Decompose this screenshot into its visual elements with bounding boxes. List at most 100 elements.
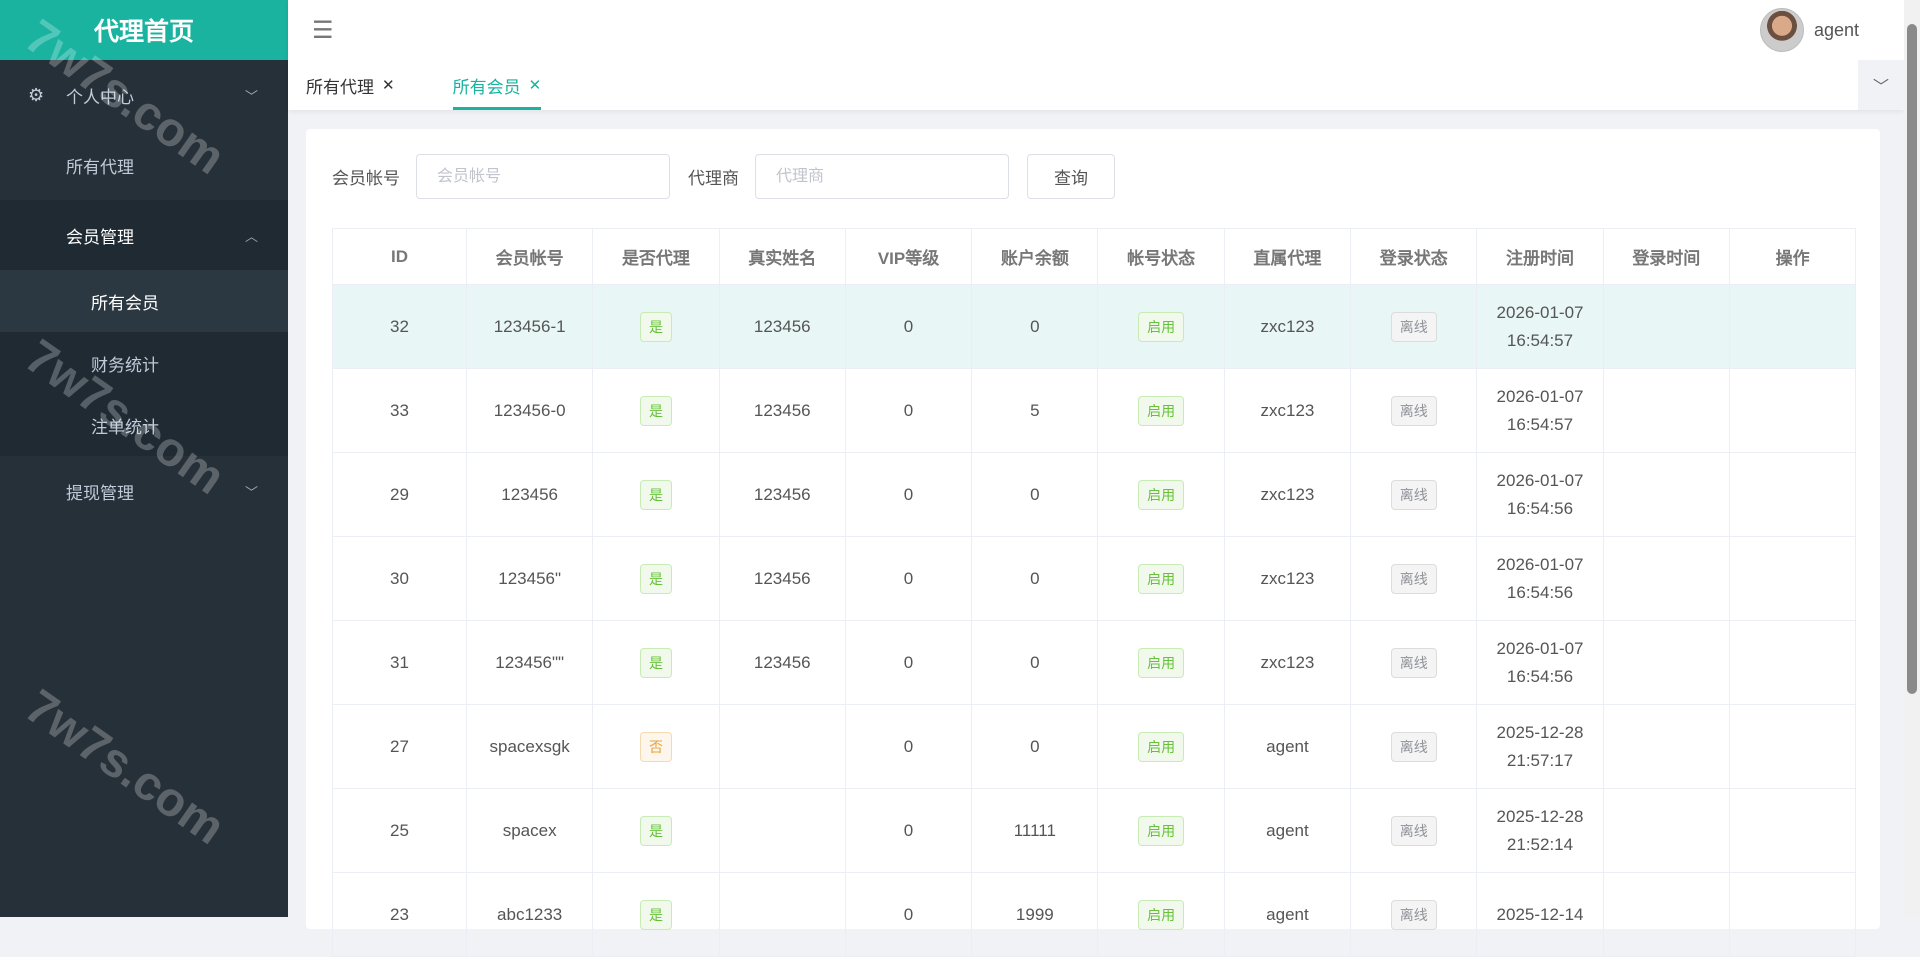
parent-agent: zxc123 — [1260, 400, 1315, 420]
hamburger-icon[interactable]: ☰ — [312, 16, 334, 44]
register-time: 16:54:57 — [1506, 330, 1574, 350]
real-name: 123456 — [753, 400, 811, 420]
status-badge: 启用 — [1138, 395, 1185, 426]
table-cell: zxc123 — [1223, 368, 1352, 453]
balance: 0 — [1030, 736, 1040, 756]
table-row[interactable]: 23 abc1233 是 0 1999 启用 agent 离线 2025-12-14 — [332, 872, 1857, 957]
login-status-badge: 离线 — [1390, 731, 1437, 762]
table-cell: zxc123 — [1223, 452, 1352, 537]
agent-input[interactable] — [755, 154, 1009, 199]
parent-agent: agent — [1266, 820, 1309, 840]
submenu-finance-stats[interactable]: 财务统计 — [0, 332, 288, 394]
query-button[interactable]: 查询 — [1027, 154, 1115, 199]
table-row[interactable]: 30 123456" 是 123456 0 0 启用 zxc123 离线 2026-01-07 16… — [332, 536, 1857, 621]
column-header: 会员帐号 — [465, 228, 594, 285]
scrollbar[interactable] — [1904, 0, 1920, 917]
account: 123456 — [501, 484, 559, 504]
register-date: 2026-01-07 — [1496, 302, 1584, 322]
table-cell: 0 — [844, 536, 973, 621]
table-cell: 33 — [332, 368, 467, 453]
submenu-bet-stats[interactable]: 注单统计 — [0, 394, 288, 456]
table-cell: 启用 — [1097, 284, 1225, 369]
submenu-all-members[interactable]: 所有会员 — [0, 270, 288, 332]
balance: 0 — [1030, 652, 1040, 672]
table-cell: 30 — [332, 536, 467, 621]
sidebar: 代理首页 ⚙ 个人中心 ﹀ 所有代理 会员管理 ︿ 所有会员 财务统计 注单统计 提现… — [0, 0, 288, 917]
menu-personal-center[interactable]: ⚙ 个人中心 ﹀ — [0, 60, 288, 130]
register-date: 2026-01-07 — [1496, 554, 1584, 574]
status-badge: 启用 — [1138, 647, 1185, 678]
table-cell — [718, 872, 846, 957]
table-cell: 离线 — [1350, 704, 1478, 789]
close-icon[interactable]: ✕ — [528, 77, 542, 94]
chevron-down-icon[interactable]: ﹀ — [1858, 60, 1904, 110]
account-input[interactable] — [416, 154, 670, 199]
balance: 0 — [1030, 484, 1040, 504]
table-row[interactable]: 31 123456"" 是 123456 0 0 启用 zxc123 离线 2026-01-07 1… — [332, 620, 1857, 705]
gear-icon: ⚙ — [28, 84, 45, 105]
scrollbar-thumb[interactable] — [1907, 24, 1917, 694]
table-cell: abc1233 — [465, 872, 594, 957]
table-cell — [1602, 704, 1730, 789]
balance: 5 — [1030, 400, 1040, 420]
tab-label: 所有代理 — [306, 77, 374, 97]
logo[interactable]: 代理首页 — [0, 0, 288, 60]
chevron-up-icon: ︿ — [244, 228, 258, 244]
table-row[interactable]: 27 spacexsgk 否 0 0 启用 agent 离线 2025-12-28 21:57:1… — [332, 704, 1857, 789]
close-icon[interactable]: ✕ — [382, 77, 395, 94]
column-header: 注册时间 — [1476, 228, 1604, 285]
table-cell: 32 — [332, 284, 467, 369]
status-badge: 启用 — [1138, 815, 1185, 846]
table-row[interactable]: 32 123456-1 是 123456 0 0 启用 zxc123 离线 2026-01-07 1… — [332, 284, 1857, 369]
table-cell: 启用 — [1097, 620, 1225, 705]
column-header: 登录时间 — [1602, 228, 1730, 285]
balance: 0 — [1030, 568, 1040, 588]
account-label: 会员帐号 — [332, 169, 400, 188]
id: 23 — [390, 904, 409, 924]
table-row[interactable]: 29 123456 是 123456 0 0 启用 zxc123 离线 2026-01-07 16:… — [332, 452, 1857, 537]
tab-label: 所有会员 — [452, 77, 521, 97]
id: 32 — [390, 316, 409, 336]
user-menu[interactable]: agent — [1759, 8, 1859, 52]
table-cell: 0 — [844, 284, 973, 369]
register-date: 2026-01-07 — [1496, 386, 1584, 406]
vip-level: 0 — [903, 400, 914, 420]
table-cell: zxc123 — [1223, 620, 1352, 705]
real-name: 123456 — [753, 484, 811, 504]
menu-withdrawal[interactable]: 提现管理 ﹀ — [0, 456, 288, 526]
column-header: 是否代理 — [592, 228, 720, 285]
table-row[interactable]: 25 spacex 是 0 11111 启用 agent 离线 2025-12-28 21:52:… — [332, 788, 1857, 873]
is-agent-badge: 是 — [639, 563, 672, 594]
menu-all-agents[interactable]: 所有代理 — [0, 130, 288, 200]
column-header: 账户余额 — [971, 228, 1099, 285]
menu-member-management[interactable]: 会员管理 ︿ — [0, 200, 288, 270]
balance: 1999 — [1015, 904, 1054, 924]
table-cell: agent — [1223, 872, 1352, 957]
table-cell — [1728, 788, 1857, 873]
table-cell — [1602, 284, 1730, 369]
table-cell: 123456 — [718, 620, 846, 705]
table-cell — [1728, 872, 1857, 957]
table-cell: spacex — [465, 788, 594, 873]
agent-label: 代理商 — [688, 169, 739, 188]
table-cell — [1602, 872, 1730, 957]
tab-all-members[interactable]: 所有会员 ✕ — [435, 60, 560, 110]
table-cell: 123456 — [718, 452, 846, 537]
column-header: VIP等级 — [844, 228, 973, 285]
table-cell — [1728, 284, 1857, 369]
table-row[interactable]: 33 123456-0 是 123456 0 5 启用 zxc123 离线 2026-01-07 1… — [332, 368, 1857, 453]
table-cell: 25 — [332, 788, 467, 873]
table-cell: 0 — [971, 536, 1099, 621]
is-agent-badge: 是 — [639, 395, 672, 426]
id: 25 — [390, 820, 409, 840]
tab-all-agents[interactable]: 所有代理 ✕ — [288, 60, 413, 110]
table-cell: agent — [1223, 704, 1352, 789]
table-cell — [1728, 536, 1857, 621]
table-cell: 0 — [971, 620, 1099, 705]
table-cell: 0 — [844, 452, 973, 537]
parent-agent: zxc123 — [1260, 568, 1315, 588]
login-status-badge: 离线 — [1390, 311, 1437, 342]
table-cell: 2026-01-07 16:54:57 — [1476, 284, 1604, 369]
status-badge: 启用 — [1138, 311, 1185, 342]
table-cell: 启用 — [1097, 872, 1225, 957]
